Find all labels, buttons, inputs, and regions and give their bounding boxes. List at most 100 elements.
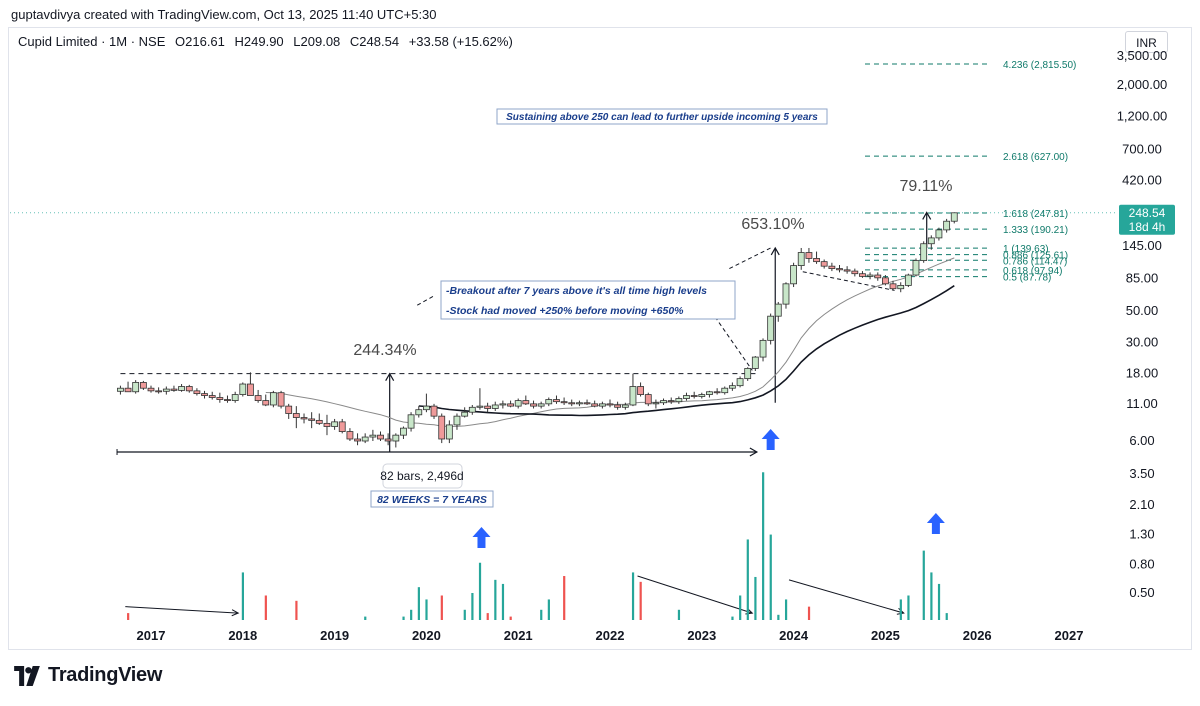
- candle-body: [560, 401, 568, 404]
- time-axis[interactable]: 2017 2018 2019 2020 2021 2022 2023 2024 2025 2026…: [137, 628, 1084, 643]
- candle-body: [193, 390, 201, 395]
- candle: [193, 388, 201, 396]
- candle-body: [269, 392, 277, 406]
- volume-bars: [127, 472, 948, 620]
- candle-body: [507, 403, 514, 407]
- volume-bar: [631, 572, 635, 620]
- candle: [690, 391, 698, 399]
- price-tick-label: 2.10: [1129, 497, 1154, 512]
- time-tick-label: 2019: [320, 628, 349, 643]
- candle: [300, 413, 308, 424]
- last-price-tag: [1119, 204, 1175, 235]
- price-axis[interactable]: 2,000.00 1,200.00 700.00 420.00 145.00 85.00 5…: [1117, 48, 1168, 600]
- volume-bar: [494, 579, 497, 620]
- candle: [912, 258, 920, 277]
- volume-bar: [478, 562, 482, 620]
- fib-extension[interactable]: 4.236 (2,815.50) 2.618 (627.00) 1.618 (247…: [10, 60, 1118, 284]
- candle-body: [553, 399, 560, 403]
- time-tick-label: 2020: [412, 628, 441, 643]
- candle: [866, 272, 874, 280]
- currency-button[interactable]: INR: [1125, 31, 1168, 53]
- candle-body: [943, 220, 951, 231]
- candle-body: [667, 400, 675, 403]
- candle-body: [300, 417, 308, 420]
- annotations[interactable]: 244.34% 653.10% 79.11% 82 bars, 2,496d 82 WE…: [353, 108, 1175, 508]
- fib-level-label: 1.618 (247.81): [1003, 209, 1068, 220]
- candle: [208, 391, 216, 400]
- candle: [935, 227, 943, 241]
- volume-trend-arrow: [788, 579, 904, 614]
- candle-body: [950, 212, 958, 222]
- candle: [576, 400, 583, 407]
- candle-body: [690, 395, 698, 397]
- candle: [614, 401, 622, 410]
- volume-bar: [762, 472, 765, 620]
- volume-trend-arrow: [125, 606, 239, 614]
- price-tick-label: 0.80: [1129, 556, 1154, 571]
- candle-body: [400, 427, 407, 436]
- candle: [675, 396, 683, 404]
- candle: [943, 218, 951, 233]
- candle: [331, 418, 339, 430]
- time-tick-label: 2022: [596, 628, 625, 643]
- volume-bar: [746, 539, 749, 620]
- volume-bar: [922, 550, 925, 620]
- ohlc-close: C248.54: [349, 34, 400, 49]
- candle-body: [744, 368, 752, 380]
- chart-frame: [8, 27, 1192, 650]
- candle-body: [315, 419, 323, 424]
- price-tick-label: 3.50: [1129, 466, 1154, 481]
- blue-up-arrow-icon: [472, 527, 491, 548]
- candle-body: [231, 394, 239, 401]
- move-label-1: 244.34%: [353, 342, 416, 359]
- volume-bar: [754, 576, 757, 620]
- fib-level-label: 0.5 (87.78): [1003, 273, 1051, 284]
- candle: [950, 212, 958, 224]
- tradingview-logo[interactable]: TradingView: [12, 664, 162, 687]
- volume-bar: [945, 613, 948, 620]
- candle-body: [675, 398, 683, 403]
- symbol-legend[interactable]: Cupid Limited · 1M · NSE O216.61 H249.90…: [18, 34, 519, 49]
- volume-bar: [410, 609, 413, 620]
- time-tick-label: 2023: [687, 628, 716, 643]
- symbol-name[interactable]: Cupid Limited · 1M · NSE: [18, 34, 166, 49]
- price-tick-label: 1.30: [1129, 527, 1154, 542]
- candle-body: [774, 303, 782, 317]
- time-tick-label: 2027: [1055, 628, 1084, 643]
- candle: [598, 401, 606, 409]
- candle-body: [713, 391, 721, 394]
- ohlc-high: H249.90: [234, 34, 284, 49]
- candle-body: [514, 400, 522, 407]
- ohlc-low: L209.08: [293, 34, 341, 49]
- price-tick-label: 11.00: [1126, 396, 1158, 411]
- candle: [759, 338, 767, 362]
- candle: [713, 388, 721, 395]
- candle-body: [614, 404, 622, 408]
- price-tick-label: 145.00: [1122, 238, 1162, 253]
- candle-body: [576, 402, 583, 405]
- candle: [728, 382, 736, 391]
- candle-body: [813, 258, 820, 263]
- candle: [637, 382, 644, 397]
- candle-body: [292, 413, 300, 418]
- candle: [683, 392, 690, 401]
- weeks-label-box: [370, 490, 494, 508]
- candle: [805, 247, 813, 263]
- attribution-caption: guptavdivya created with TradingView.com…: [11, 7, 437, 22]
- candle-body: [430, 405, 438, 417]
- candle: [453, 413, 461, 430]
- candle: [813, 251, 820, 264]
- candle-body: [185, 386, 193, 392]
- candle: [790, 262, 797, 288]
- candle-body: [117, 387, 124, 392]
- candle-body: [384, 438, 392, 442]
- fib-level-label: 0.886 (125.61): [1003, 251, 1068, 262]
- price-chart[interactable]: 2,000.00 1,200.00 700.00 420.00 145.00 85.00 5…: [0, 0, 1200, 660]
- range-label-box: [382, 463, 463, 489]
- move-label-3: 79.11%: [899, 178, 952, 195]
- volume-bar: [731, 616, 734, 620]
- candle: [491, 401, 499, 411]
- blue-up-arrow-icon: [926, 513, 945, 534]
- candle: [828, 262, 836, 272]
- candle: [629, 373, 637, 407]
